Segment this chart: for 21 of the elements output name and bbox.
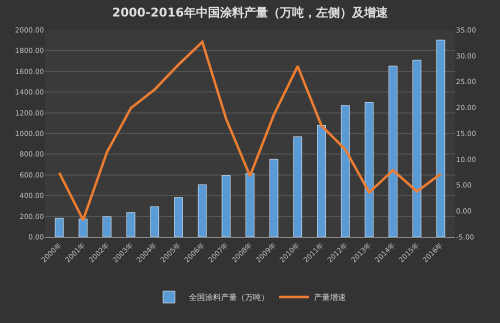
bar	[246, 173, 254, 237]
bar	[269, 158, 278, 237]
bar	[222, 175, 231, 237]
bar	[102, 216, 112, 237]
bar	[388, 66, 398, 237]
bar	[54, 218, 64, 237]
bar	[198, 184, 207, 237]
bar	[126, 212, 136, 237]
legend-label: 全国涂料产量（万吨）	[189, 293, 269, 302]
bar	[412, 60, 422, 237]
chart-title: 2000-2016年中国涂料产量（万吨，左侧）及增速	[112, 5, 389, 20]
line-series	[58, 40, 442, 222]
legend-label: 产量增速	[314, 293, 346, 302]
bar	[340, 105, 350, 237]
bar	[150, 206, 160, 237]
bar	[317, 124, 326, 237]
bar	[293, 136, 302, 237]
bar	[364, 102, 374, 237]
bar	[174, 197, 183, 237]
bar	[78, 218, 88, 237]
bar	[436, 40, 446, 237]
